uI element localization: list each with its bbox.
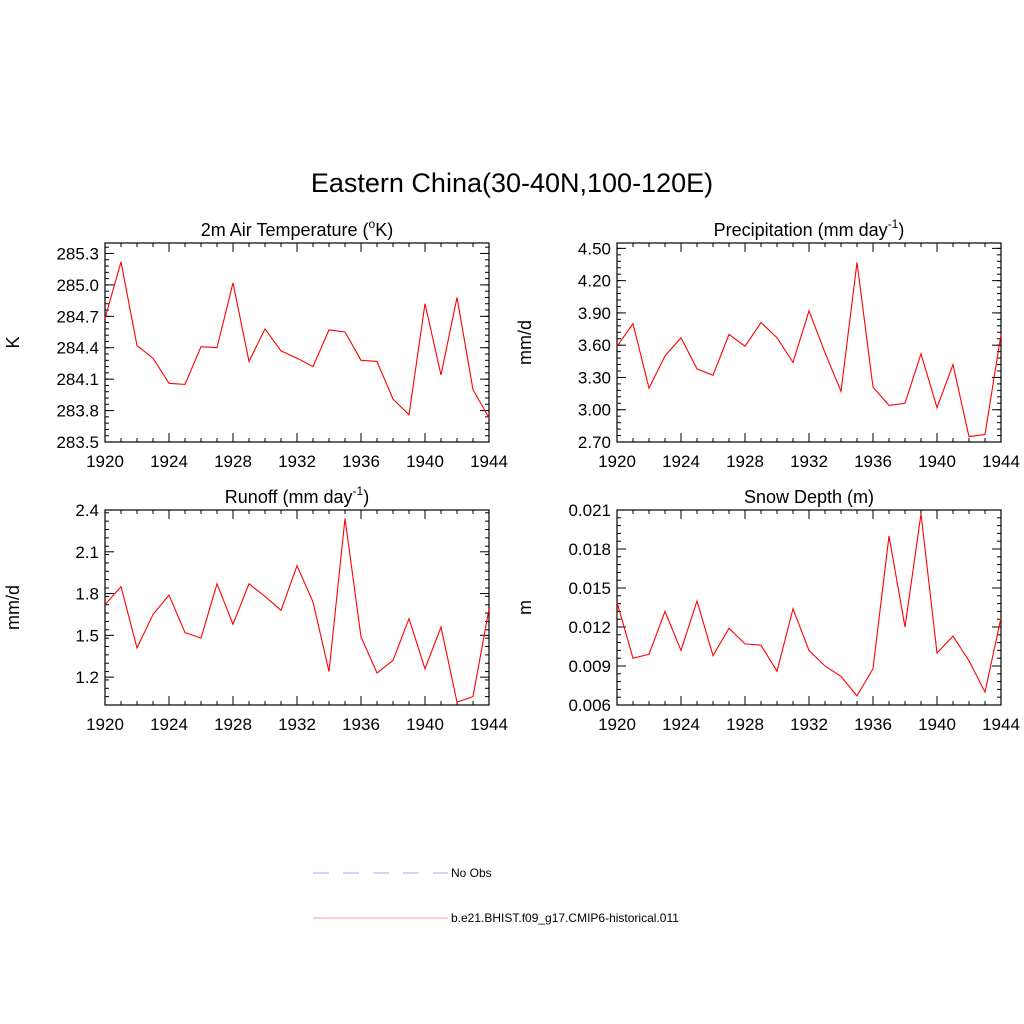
snow-depth-y-tick-label: 0.009 <box>568 657 611 676</box>
runoff-ylabel: mm/d <box>3 585 23 630</box>
runoff-series-line <box>104 518 490 703</box>
air-temperature-x-tick-label: 1920 <box>86 452 124 471</box>
precipitation-x-tick-label: 1932 <box>790 452 828 471</box>
runoff-y-tick-label: 2.1 <box>75 543 99 562</box>
air-temperature-ylabel: K <box>3 336 23 348</box>
snow-depth-frame <box>616 509 1002 706</box>
snow-depth-x-tick-label: 1936 <box>854 715 892 734</box>
air-temperature-y-tick-label: 285.0 <box>56 276 99 295</box>
snow-depth-y-tick-label: 0.021 <box>568 501 611 520</box>
air-temperature-y-tick-label: 284.7 <box>56 307 99 326</box>
precipitation-y-tick-label: 4.20 <box>578 272 611 291</box>
snow-depth-x-tick-label: 1932 <box>790 715 828 734</box>
runoff-x-tick-label: 1924 <box>150 715 188 734</box>
runoff-x-tick-label: 1932 <box>278 715 316 734</box>
panel-snow-depth: Snow Depth (m) m 0.006 0.009 0.012 0.015 0.018… <box>515 487 1020 734</box>
runoff-x-tick-label: 1928 <box>214 715 252 734</box>
snow-depth-x-tick-label: 1924 <box>662 715 700 734</box>
snow-depth-y-tick-label: 0.015 <box>568 579 611 598</box>
precipitation-x-tick-label: 1920 <box>598 452 636 471</box>
legend-model-label: b.e21.BHIST.f09_g17.CMIP6-historical.011 <box>451 911 679 925</box>
snow-depth-y-tick-label: 0.006 <box>568 696 611 715</box>
runoff-x-tick-label: 1936 <box>342 715 380 734</box>
panel-precipitation: Precipitation (mm day-1) mm/d 2.70 3.00 3.30… <box>515 217 1020 471</box>
snow-depth-x-tick-label: 1920 <box>598 715 636 734</box>
air-temperature-x-tick-label: 1944 <box>470 452 508 471</box>
snow-depth-x-tick-label: 1928 <box>726 715 764 734</box>
air-temperature-y-tick-label: 284.1 <box>56 370 99 389</box>
precipitation-y-tick-label: 2.70 <box>578 433 611 452</box>
precipitation-frame <box>616 242 1002 443</box>
precipitation-x-tick-label: 1944 <box>982 452 1020 471</box>
runoff-y-tick-label: 1.8 <box>75 585 99 604</box>
snow-depth-y-tick-label: 0.012 <box>568 618 611 637</box>
snow-depth-series-line <box>616 513 1002 697</box>
precipitation-y-tick-label: 3.30 <box>578 368 611 387</box>
legend-no-obs-label: No Obs <box>451 866 492 880</box>
air-temperature-title: 2m Air Temperature (oK) <box>201 217 393 240</box>
snow-depth-x-tick-label: 1944 <box>982 715 1020 734</box>
air-temperature-y-tick-label: 284.4 <box>56 339 99 358</box>
precipitation-x-tick-label: 1940 <box>918 452 956 471</box>
snow-depth-title: Snow Depth (m) <box>744 487 874 507</box>
precipitation-y-tick-label: 3.60 <box>578 336 611 355</box>
snow-depth-x-tick-label: 1940 <box>918 715 956 734</box>
air-temperature-x-tick-label: 1932 <box>278 452 316 471</box>
air-temperature-y-tick-label: 285.3 <box>56 244 99 263</box>
precipitation-y-tick-label: 3.00 <box>578 401 611 420</box>
air-temperature-x-tick-label: 1940 <box>406 452 444 471</box>
precipitation-title: Precipitation (mm day-1) <box>714 217 905 240</box>
panel-air-temperature: 2m Air Temperature (oK) K 283.5 283.8 284.1 2… <box>3 217 508 471</box>
runoff-x-tick-label: 1940 <box>406 715 444 734</box>
air-temperature-series-line <box>104 261 490 419</box>
air-temperature-y-tick-label: 283.5 <box>56 433 99 452</box>
main-title: Eastern China(30-40N,100-120E) <box>310 168 714 198</box>
precipitation-x-tick-label: 1936 <box>854 452 892 471</box>
panel-runoff: Runoff (mm day-1) mm/d 1.2 1.5 1.8 2.1 2.4 1920… <box>3 484 508 734</box>
snow-depth-ylabel: m <box>515 600 535 615</box>
precipitation-x-tick-label: 1924 <box>662 452 700 471</box>
air-temperature-x-tick-label: 1928 <box>214 452 252 471</box>
runoff-title: Runoff (mm day-1) <box>225 484 369 507</box>
runoff-y-tick-label: 2.4 <box>75 501 99 520</box>
runoff-y-tick-label: 1.5 <box>75 626 99 645</box>
runoff-frame <box>104 509 490 706</box>
runoff-x-tick-label: 1920 <box>86 715 124 734</box>
air-temperature-frame <box>104 242 490 443</box>
precipitation-ylabel: mm/d <box>515 320 535 365</box>
precipitation-x-tick-label: 1928 <box>726 452 764 471</box>
precipitation-y-tick-label: 3.90 <box>578 304 611 323</box>
snow-depth-y-tick-label: 0.018 <box>568 540 611 559</box>
runoff-x-tick-label: 1944 <box>470 715 508 734</box>
runoff-y-tick-label: 1.2 <box>75 668 99 687</box>
air-temperature-x-tick-label: 1936 <box>342 452 380 471</box>
air-temperature-y-tick-label: 283.8 <box>56 402 99 421</box>
legend: No Obs b.e21.BHIST.f09_g17.CMIP6-histori… <box>313 866 679 925</box>
precipitation-series-line <box>616 262 1002 438</box>
precipitation-y-tick-label: 4.50 <box>578 239 611 258</box>
air-temperature-x-tick-label: 1924 <box>150 452 188 471</box>
